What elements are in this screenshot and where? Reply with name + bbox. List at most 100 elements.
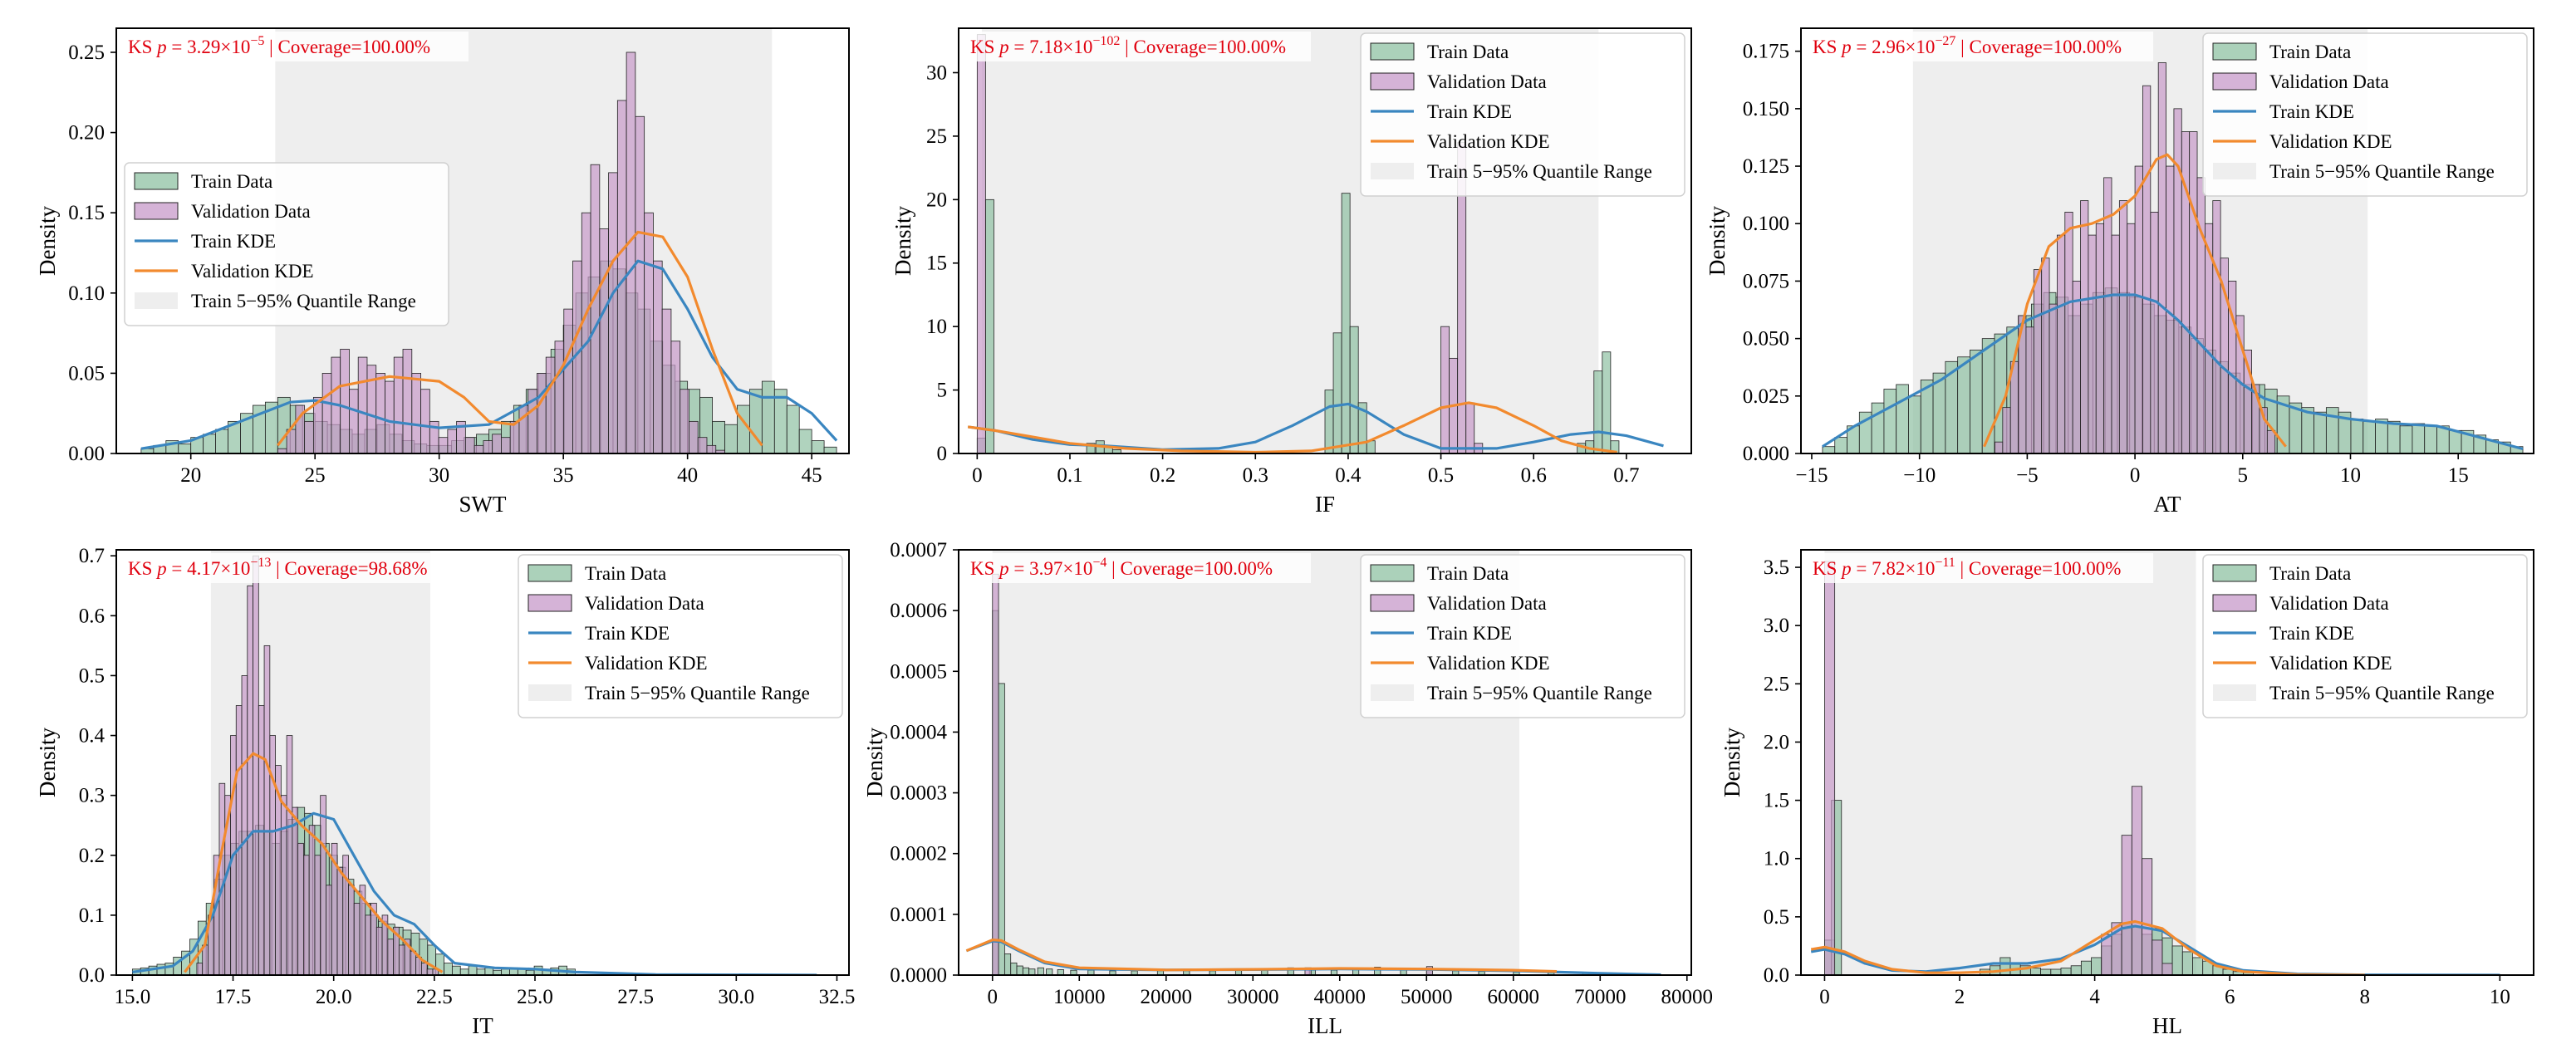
- y-tick-label: 0.7: [79, 545, 105, 567]
- x-tick-label: 80000: [1661, 986, 1714, 1008]
- validation-bar: [537, 372, 547, 453]
- legend-swatch-train-data: [2212, 564, 2257, 582]
- validation-bar: [2072, 281, 2081, 453]
- x-axis-label: IT: [472, 1013, 493, 1038]
- train-bar: [1010, 962, 1018, 975]
- legend-label-validation-data: Validation Data: [1427, 71, 1547, 92]
- validation-bar: [2142, 858, 2153, 975]
- train-bar: [1834, 437, 1847, 453]
- train-bar: [2350, 419, 2364, 453]
- y-tick-label: 0.6: [79, 605, 105, 627]
- x-tick-label: 10: [2340, 464, 2361, 487]
- legend-box: [2202, 32, 2528, 197]
- y-tick-label: 0.100: [1743, 213, 1789, 235]
- train-bar: [1999, 957, 2011, 975]
- train-bar: [773, 389, 788, 453]
- validation-bar: [483, 440, 493, 453]
- train-bar: [1341, 193, 1351, 453]
- x-axis-label: IF: [1315, 492, 1335, 517]
- legend-label-validation-data: Validation Data: [2269, 71, 2389, 92]
- validation-bar: [661, 308, 672, 453]
- validation-kde-line: [277, 230, 763, 447]
- y-tick-label: 0.5: [79, 664, 105, 687]
- train-bar: [2313, 411, 2327, 453]
- train-bar: [1970, 350, 1983, 453]
- legend-label-train-kde: Train KDE: [2269, 101, 2354, 122]
- validation-bar: [303, 855, 310, 975]
- validation-bar: [438, 437, 449, 453]
- legend-label-validation-data: Validation Data: [2269, 593, 2389, 614]
- plot-area: [1810, 550, 2500, 975]
- train-bar: [761, 380, 775, 453]
- legend-label-train-kde: Train KDE: [1427, 101, 1512, 122]
- x-axis-label: SWT: [459, 492, 508, 517]
- x-tick-label: 0: [1819, 986, 1830, 1008]
- train-bar: [1037, 967, 1044, 975]
- y-tick-label: 0.0001: [890, 904, 947, 926]
- legend-label-validation-data: Validation Data: [191, 201, 311, 222]
- validation-bar: [2266, 429, 2276, 453]
- train-bar: [737, 404, 750, 453]
- ks-annotation-text: KS p = 7.18×10−102 | Coverage=100.00%: [970, 34, 1286, 57]
- validation-bar: [420, 389, 430, 453]
- y-tick-label: 0.0003: [890, 782, 947, 805]
- train-bar: [2448, 429, 2462, 453]
- legend-label-quantile-range: Train 5−95% Quantile Range: [585, 683, 810, 703]
- y-tick-label: 20: [926, 189, 947, 211]
- validation-bar: [2212, 200, 2221, 453]
- validation-bar: [2142, 85, 2152, 453]
- legend-swatch-validation-data: [2212, 72, 2257, 91]
- x-tick-label: 0: [988, 986, 999, 1008]
- x-tick-label: 25.0: [517, 986, 553, 1008]
- legend-label-quantile-range: Train 5−95% Quantile Range: [191, 291, 416, 311]
- validation-bar: [402, 349, 413, 453]
- legend-swatch-quantile-range: [2213, 163, 2256, 179]
- validation-bar: [2173, 108, 2182, 453]
- train-bar: [1109, 970, 1116, 975]
- legend-label-validation-data: Validation Data: [585, 593, 704, 614]
- y-tick-label: 0.25: [68, 42, 105, 64]
- x-tick-label: 45: [802, 464, 822, 487]
- ks-annotation-text: KS p = 3.97×10−4 | Coverage=100.00%: [970, 556, 1273, 579]
- validation-bar: [280, 795, 287, 975]
- validation-bar: [258, 705, 265, 975]
- train-kde-line: [140, 259, 838, 450]
- validation-bar: [2121, 835, 2132, 975]
- legend-box: [1360, 554, 1685, 718]
- x-tick-label: 30000: [1227, 986, 1279, 1008]
- x-tick-label: 30.0: [718, 986, 754, 1008]
- train-bar: [1610, 440, 1620, 453]
- x-tick-label: 0.6: [1521, 464, 1547, 487]
- legend-label-validation-kde: Validation KDE: [2269, 131, 2392, 152]
- x-tick-label: 0: [2130, 464, 2141, 487]
- train-bar: [156, 963, 166, 975]
- y-axis-label: Density: [1720, 728, 1744, 797]
- legend-box: [2202, 554, 2528, 718]
- y-tick-label: 0.4: [79, 725, 105, 748]
- validation-bar: [349, 389, 359, 453]
- x-tick-label: 30: [429, 464, 449, 487]
- validation-bar: [2196, 177, 2206, 453]
- y-tick-label: 3.5: [1764, 556, 1789, 579]
- x-tick-label: −15: [1795, 464, 1828, 487]
- validation-bar: [626, 51, 636, 453]
- train-bar: [2181, 951, 2193, 975]
- validation-bar: [202, 944, 209, 975]
- validation-bar: [2041, 257, 2050, 453]
- x-tick-label: 0: [972, 464, 983, 487]
- plot-area: [967, 28, 1664, 453]
- validation-bar: [196, 963, 204, 975]
- y-tick-label: 0.0004: [890, 721, 947, 743]
- x-tick-label: 20000: [1141, 986, 1193, 1008]
- train-bar: [724, 424, 738, 453]
- train-bar: [798, 429, 812, 453]
- validation-bar: [348, 885, 355, 975]
- legend-box: [518, 554, 843, 718]
- y-tick-label: 0.025: [1743, 385, 1789, 408]
- validation-bar: [411, 372, 421, 453]
- legend-swatch-quantile-range: [1371, 163, 1414, 179]
- legend-label-quantile-range: Train 5−95% Quantile Range: [1427, 161, 1652, 182]
- validation-bar: [393, 356, 404, 453]
- legend: Train Data Validation Data Train KDE Valida…: [2202, 554, 2528, 718]
- validation-bar: [320, 795, 326, 975]
